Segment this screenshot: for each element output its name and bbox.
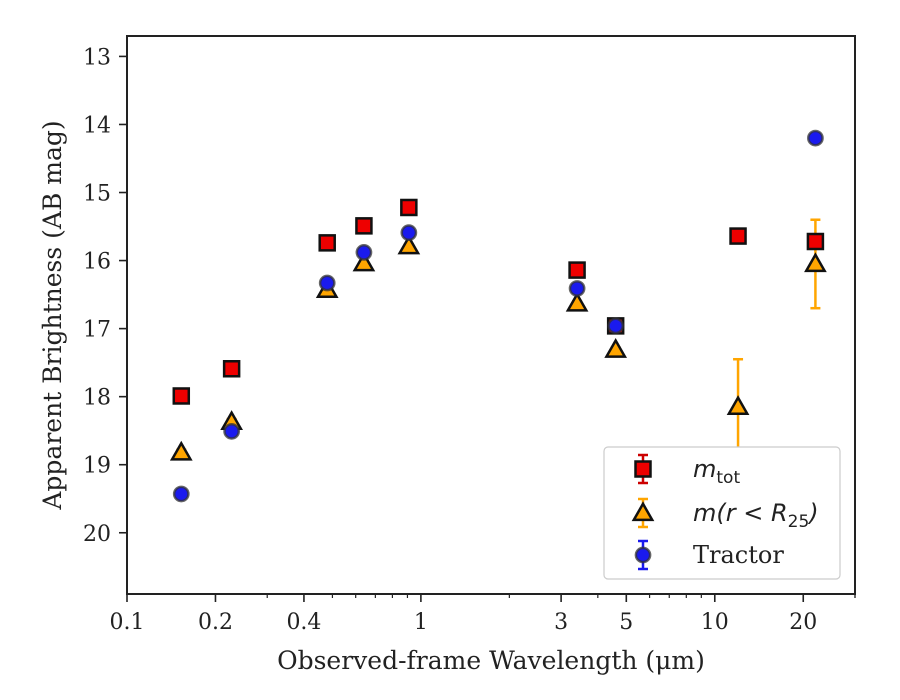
data-point [223,422,241,440]
x-tick-label: 0.2 [198,610,233,635]
series-circle [172,129,824,503]
data-point [169,440,193,461]
y-tick-label: 13 [83,45,111,70]
legend: mtot m(r < R25) Tractor [603,446,841,580]
legend-item: Tractor [634,539,784,571]
data-point [400,198,418,217]
data-point [397,234,421,255]
y-tick-label: 20 [83,522,111,547]
y-tick-label: 17 [83,318,111,343]
legend-marker [631,501,655,522]
y-tick-label: 14 [83,113,111,138]
data-point [726,395,750,416]
data-point [806,232,825,251]
plot-frame [126,35,856,595]
data-point [568,261,586,279]
y-tick-label: 19 [83,454,111,479]
y-axis-label: Apparent Brightness (AB mag) [38,120,67,510]
x-tick-label: 10 [701,610,729,635]
data-point [318,274,336,292]
data-point [352,251,376,272]
data-point [568,280,586,297]
y-tick-label: 15 [83,182,111,207]
y-axis-ticks: 13 14 15 16 17 18 19 20 [83,45,127,547]
legend-label: Tractor [693,541,784,569]
legend-label: mtot [693,455,740,488]
data-point [355,244,373,261]
x-tick-label: 3 [554,610,568,635]
x-axis-label: Observed-frame Wavelength (μm) [277,646,705,675]
legend-label: m(r < R25) [693,499,819,532]
data-point [222,360,241,378]
data-point [804,252,827,273]
y-tick-label: 18 [83,386,111,411]
data-point [604,337,628,358]
data-point [355,217,373,235]
data-point [565,291,589,312]
legend-marker [634,460,652,478]
y-tick-label: 16 [83,250,111,275]
x-tick-label: 0.4 [286,610,321,635]
legend-item: mtot [634,453,740,488]
legend-box [603,446,841,580]
legend-item: m(r < R25) [631,497,819,532]
x-tick-label: 5 [619,610,633,635]
x-tick-label: 0.1 [110,610,145,635]
x-tick-label: 20 [789,610,817,635]
data-point [400,224,418,242]
x-tick-label: 1 [414,610,428,635]
data-point [318,234,336,252]
series-square [172,198,825,405]
data-point [729,227,747,245]
data-point [807,129,824,147]
data-series [169,129,827,503]
data-point [607,317,625,335]
data-point [172,387,191,405]
legend-marker [634,546,652,564]
series-triangle [169,218,827,461]
x-axis-ticks: 0.1 0.2 0.4 1 3 5 10 20 [110,594,856,635]
data-point [172,485,190,503]
